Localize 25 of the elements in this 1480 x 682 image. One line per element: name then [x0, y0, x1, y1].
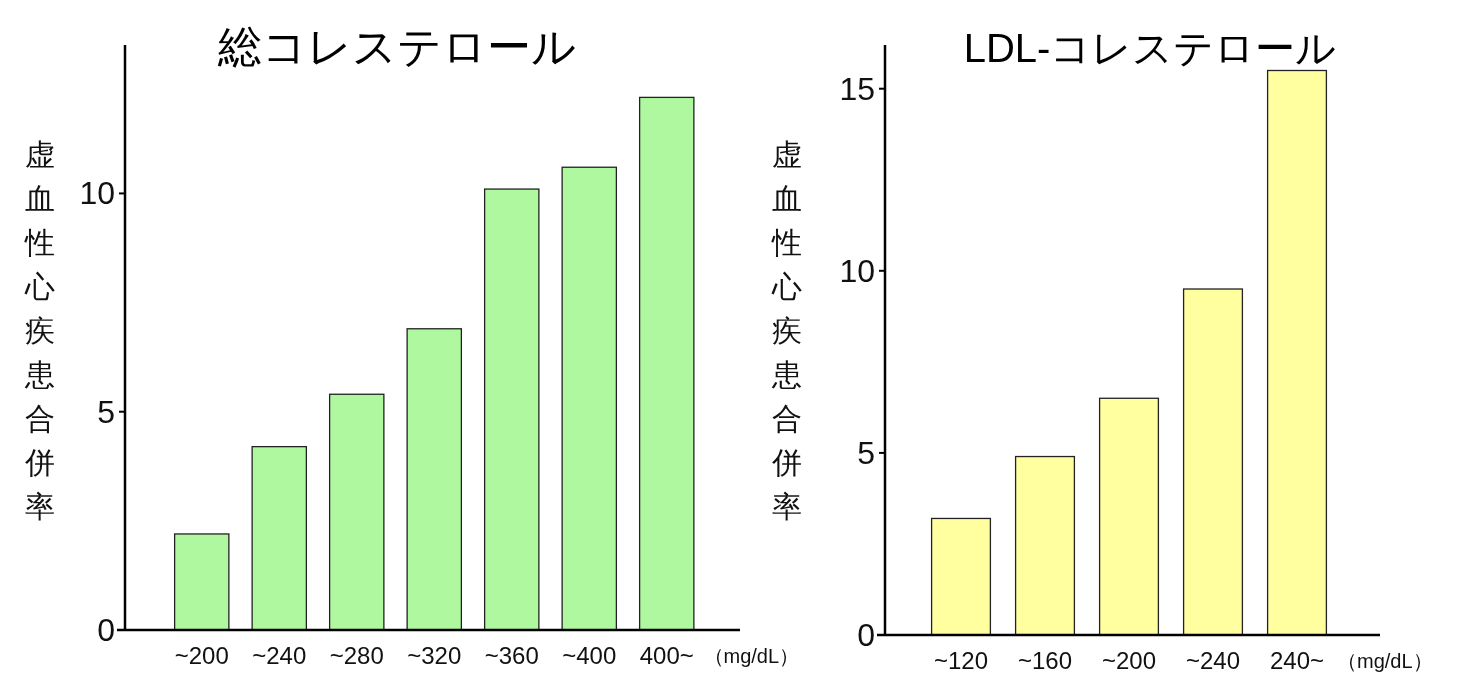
chart-title: LDL-コレステロール — [963, 26, 1337, 70]
x-tick-label: 400~ — [639, 642, 694, 669]
text: 虚血性心疾患合併率 — [25, 138, 55, 523]
chart-title: 総コレステロール — [217, 22, 576, 71]
x-tick-label: ~240 — [252, 642, 307, 669]
x-axis-title: （mg/dL） — [703, 645, 800, 667]
y-tick-label: 10 — [839, 252, 875, 289]
x-tick-label: ~360 — [484, 642, 539, 669]
x-tick-label: ~120 — [933, 647, 989, 674]
x-tick-label: ~400 — [562, 642, 617, 669]
x-tick-label: 240~ — [1269, 647, 1325, 674]
x-axis-title: （mg/dL） — [1337, 650, 1433, 672]
y-tick-label: 0 — [857, 617, 875, 653]
x-tick-label: ~240 — [1185, 647, 1241, 674]
y-tick-label: 15 — [839, 70, 875, 107]
x-tick-label: ~200 — [174, 642, 229, 669]
x-tick-label: ~160 — [1017, 647, 1073, 674]
y-tick-label: 10 — [79, 175, 115, 212]
y-tick-label: 0 — [97, 612, 115, 648]
x-tick-label: ~280 — [329, 642, 384, 669]
x-tick-label: ~320 — [407, 642, 462, 669]
text: 虚血性心疾患合併率 — [772, 138, 802, 523]
y-tick-label: 5 — [857, 434, 875, 471]
y-tick-label: 5 — [97, 393, 115, 430]
x-tick-label: ~200 — [1101, 647, 1157, 674]
